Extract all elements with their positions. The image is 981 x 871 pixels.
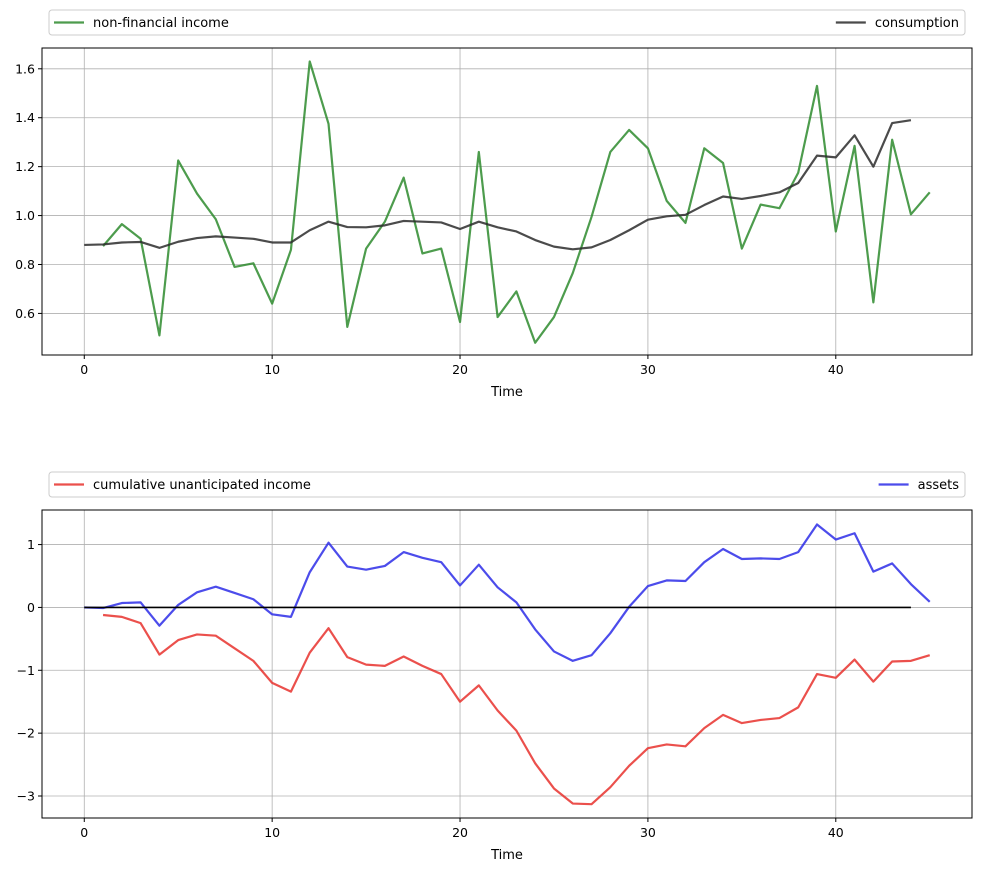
- x-tick-label: 40: [828, 825, 844, 840]
- x-tick-label: 20: [452, 362, 468, 377]
- y-tick-label: 1: [27, 537, 35, 552]
- x-axis-label: Time: [490, 848, 523, 863]
- x-axis-label: Time: [490, 385, 523, 400]
- plot-frame: [41, 47, 973, 356]
- legend-label: cumulative unanticipated income: [93, 478, 311, 493]
- y-tick-label: 1.0: [15, 208, 35, 223]
- x-tick-label: 0: [80, 825, 88, 840]
- legend-label: consumption: [875, 16, 959, 31]
- x-tick-label: 10: [264, 825, 280, 840]
- plot-frame: [41, 509, 973, 819]
- y-tick-label: 0.6: [15, 306, 35, 321]
- y-tick-label: 1.6: [15, 61, 35, 76]
- legend-label: non-financial income: [93, 16, 229, 31]
- legend-box: [48, 9, 966, 36]
- x-tick-label: 30: [640, 362, 656, 377]
- legend-box: [48, 471, 966, 498]
- bottom-panel: 0 10 20 30 40 −3 −2 −1 0 1 Time cumulative unantici…: [17, 471, 973, 863]
- y-tick-label: 1.2: [15, 159, 35, 174]
- series-line-consumption: [84, 119, 912, 251]
- series-line-cumulative-unanticipated-income: [102, 613, 931, 806]
- x-tick-label: 20: [452, 825, 468, 840]
- y-tick-label: 0: [27, 600, 35, 615]
- legend-label: assets: [918, 478, 960, 493]
- series-line-assets: [84, 523, 931, 662]
- x-tick-label: 40: [828, 362, 844, 377]
- y-tick-label: −2: [17, 726, 35, 741]
- y-tick-label: −3: [17, 789, 35, 804]
- x-tick-label: 10: [264, 362, 280, 377]
- y-tick-label: 0.8: [15, 257, 35, 272]
- x-tick-label: 0: [80, 362, 88, 377]
- top-panel: 0 10 20 30 40 0.6 0.8 1.0 1.2 1.4 1.6 Time non-finan…: [15, 9, 973, 400]
- x-tick-label: 30: [640, 825, 656, 840]
- y-tick-label: 1.4: [15, 110, 35, 125]
- y-tick-label: −1: [17, 663, 35, 678]
- series-line-non-financial-income: [102, 60, 931, 344]
